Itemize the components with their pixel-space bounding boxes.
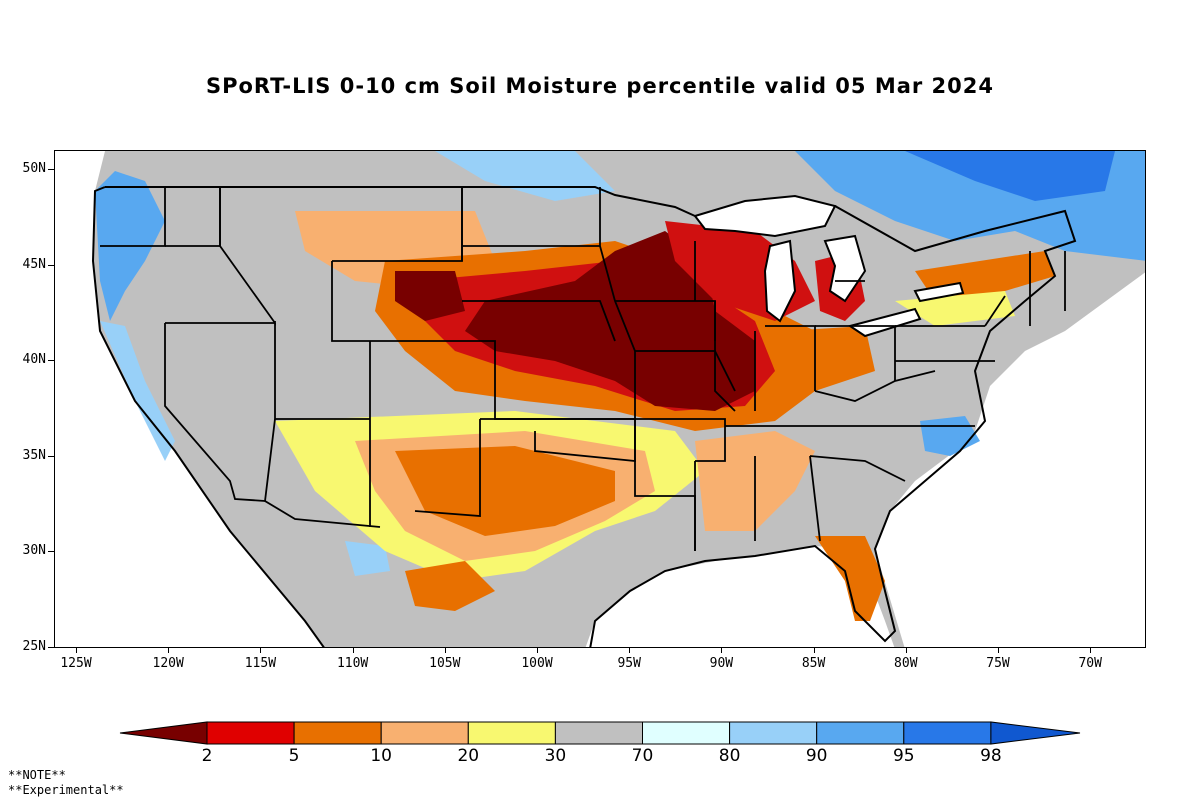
lon-tick — [998, 647, 999, 653]
lat-label: 25N — [22, 638, 46, 654]
lat-tick — [48, 360, 54, 361]
lake-michigan — [763, 239, 797, 323]
gulf-of-mexico — [585, 546, 895, 647]
colorbar-segment — [554, 721, 644, 745]
colorbar-segment — [206, 721, 295, 745]
colorbar-tick-label: 30 — [544, 746, 567, 766]
lake-superior — [693, 194, 837, 238]
lake-erie — [847, 307, 922, 338]
lat-tick — [48, 264, 54, 266]
colorbar-segment — [729, 721, 818, 745]
colorbar-tick-label: 5 — [288, 746, 300, 766]
lat-tick — [48, 646, 54, 648]
lon-label: 125W — [60, 656, 92, 671]
lake-huron — [823, 234, 867, 303]
experimental-label: **Experimental** — [8, 783, 124, 797]
lon-label: 75W — [986, 656, 1010, 671]
lon-label: 80W — [894, 656, 918, 671]
colorbar-tick-label: 20 — [457, 746, 480, 766]
map-title: SPoRT-LIS 0-10 cm Soil Moisture percenti… — [205, 74, 995, 98]
colorbar-tick-label: 98 — [980, 746, 1002, 766]
note-label: **NOTE** — [8, 768, 66, 782]
wet-region-southwest — [345, 541, 390, 576]
lon-label: 70W — [1078, 656, 1102, 671]
colorbar-segment — [816, 721, 905, 745]
lon-tick — [168, 647, 170, 653]
dry-region-wyoming-extreme — [395, 271, 465, 321]
colorbar-right-arrow — [990, 721, 1081, 745]
lon-label: 110W — [336, 656, 369, 671]
colorbar-tick-label: 70 — [631, 746, 654, 766]
dry-region-south-texas — [405, 561, 495, 611]
lat-label: 45N — [22, 256, 46, 272]
lon-label: 85W — [801, 656, 826, 671]
lon-label: 115W — [244, 656, 277, 671]
colorbar-segment — [293, 721, 382, 745]
dry-region-midwest-extreme — [465, 231, 755, 411]
colorbar-tick-label: 95 — [892, 746, 915, 766]
lon-tick — [813, 647, 815, 653]
lon-tick — [352, 647, 354, 653]
soil-moisture-map — [54, 150, 1146, 648]
lon-label: 100W — [521, 656, 553, 671]
wet-region-canada-deep — [905, 151, 1115, 201]
colorbar-segment — [642, 721, 731, 745]
lon-label: 90W — [709, 656, 734, 671]
colorbar-segment — [903, 721, 992, 745]
lat-tick — [48, 169, 54, 170]
dry-region-florida — [815, 536, 885, 621]
colorbar-segment — [380, 721, 469, 745]
lat-label: 40N — [22, 352, 46, 367]
lon-label: 95W — [617, 656, 641, 671]
colorbar-tick-label: 80 — [718, 746, 741, 766]
pacific-ocean — [55, 151, 324, 647]
lon-tick — [444, 647, 446, 653]
state-boundaries — [100, 187, 1066, 551]
colorbar-segment — [467, 721, 556, 745]
lon-tick — [1090, 647, 1092, 653]
colorbar-tick-label: 90 — [805, 746, 828, 766]
dry-region-ohio-orange — [775, 326, 875, 391]
lon-label: 120W — [152, 656, 184, 671]
lon-tick — [537, 647, 538, 653]
us-outline — [91, 186, 1077, 647]
colorbar-tick-label: 2 — [201, 746, 213, 766]
lon-tick — [260, 647, 262, 653]
lat-tick — [48, 455, 54, 457]
lon-tick — [629, 647, 631, 653]
lat-label: 50N — [22, 161, 46, 176]
lake-ontario — [913, 281, 965, 303]
lon-tick — [905, 647, 907, 653]
lat-label: 30N — [22, 543, 46, 558]
lon-tick — [76, 647, 77, 653]
colorbar — [119, 721, 1081, 745]
lat-tick — [48, 551, 54, 552]
atlantic-ocean — [875, 272, 1145, 647]
lon-tick — [721, 647, 723, 653]
wet-region-north-border — [435, 151, 615, 201]
colorbar-left-arrow — [119, 721, 208, 745]
lon-label: 105W — [429, 656, 461, 671]
map-canvas — [55, 151, 1145, 647]
colorbar-tick-label: 10 — [370, 746, 392, 766]
lat-label: 35N — [22, 447, 46, 463]
